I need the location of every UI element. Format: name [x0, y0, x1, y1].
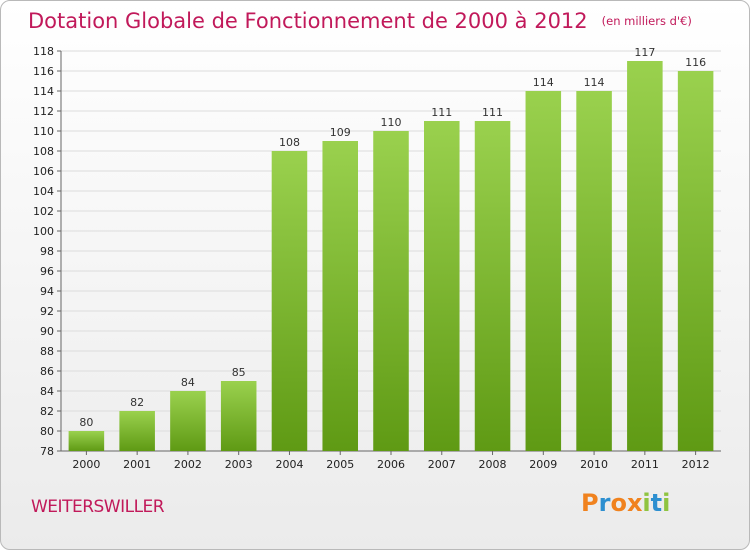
x-tick-label: 2010	[580, 458, 608, 471]
logo-letter: r	[598, 489, 611, 517]
y-tick-label: 104	[33, 185, 54, 198]
data-label: 117	[634, 46, 655, 59]
bar	[322, 141, 358, 451]
x-tick-label: 2003	[225, 458, 253, 471]
x-tick-label: 2007	[428, 458, 456, 471]
data-label: 111	[482, 106, 503, 119]
data-label: 82	[130, 396, 144, 409]
logo-letter: x	[626, 489, 643, 517]
bar	[68, 431, 105, 451]
bar	[424, 121, 460, 451]
x-tick-label: 2005	[326, 458, 354, 471]
commune-name: WEITERSWILLER	[31, 497, 165, 517]
x-tick-label: 2009	[529, 458, 557, 471]
data-label: 108	[279, 136, 300, 149]
bar	[373, 131, 409, 451]
y-tick-label: 92	[40, 305, 54, 318]
bar	[677, 71, 714, 451]
x-tick-label: 2002	[174, 458, 202, 471]
x-tick-label: 2008	[479, 458, 507, 471]
y-tick-label: 78	[40, 445, 54, 458]
x-tick-label: 2000	[72, 458, 100, 471]
y-tick-label: 84	[40, 385, 54, 398]
chart-title: Dotation Globale de Fonctionnement de 20…	[28, 9, 588, 33]
logo-letter: i	[662, 489, 671, 517]
y-tick-label: 118	[33, 45, 54, 58]
data-label: 110	[381, 116, 402, 129]
bar	[525, 91, 562, 451]
x-tick-label: 2001	[123, 458, 151, 471]
y-tick-label: 110	[33, 125, 54, 138]
proxiti-logo: Proxiti	[581, 489, 670, 517]
bar	[271, 151, 308, 451]
data-label: 111	[431, 106, 452, 119]
bar	[474, 121, 511, 451]
y-tick-label: 108	[33, 145, 54, 158]
y-tick-label: 82	[40, 405, 54, 418]
chart-subtitle: (en milliers d'€)	[601, 14, 692, 28]
logo-letter: i	[642, 489, 651, 517]
y-tick-label: 102	[33, 205, 54, 218]
data-label: 84	[181, 376, 195, 389]
data-label: 114	[533, 76, 554, 89]
y-tick-label: 112	[33, 105, 54, 118]
y-tick-label: 88	[40, 345, 54, 358]
bar	[627, 61, 663, 451]
y-tick-label: 94	[40, 285, 54, 298]
y-tick-label: 106	[33, 165, 54, 178]
logo-letter: t	[650, 489, 663, 517]
y-tick-label: 114	[33, 85, 54, 98]
y-tick-label: 86	[40, 365, 54, 378]
y-tick-label: 90	[40, 325, 54, 338]
data-label: 116	[685, 56, 706, 69]
x-tick-label: 2004	[275, 458, 303, 471]
data-label: 80	[79, 416, 93, 429]
bar	[170, 391, 206, 451]
logo-letter: o	[610, 489, 627, 517]
data-label: 85	[232, 366, 246, 379]
x-tick-label: 2011	[631, 458, 659, 471]
bar	[220, 381, 257, 451]
y-tick-label: 80	[40, 425, 54, 438]
x-tick-label: 2012	[682, 458, 710, 471]
y-tick-label: 100	[33, 225, 54, 238]
data-label: 114	[584, 76, 605, 89]
bar	[576, 91, 612, 451]
y-tick-label: 96	[40, 265, 54, 278]
x-tick-label: 2006	[377, 458, 405, 471]
data-label: 109	[330, 126, 351, 139]
bar	[119, 411, 155, 451]
y-tick-label: 116	[33, 65, 54, 78]
title-row: Dotation Globale de Fonctionnement de 20…	[28, 9, 692, 33]
logo-letter: P	[581, 489, 599, 517]
y-tick-label: 98	[40, 245, 54, 258]
